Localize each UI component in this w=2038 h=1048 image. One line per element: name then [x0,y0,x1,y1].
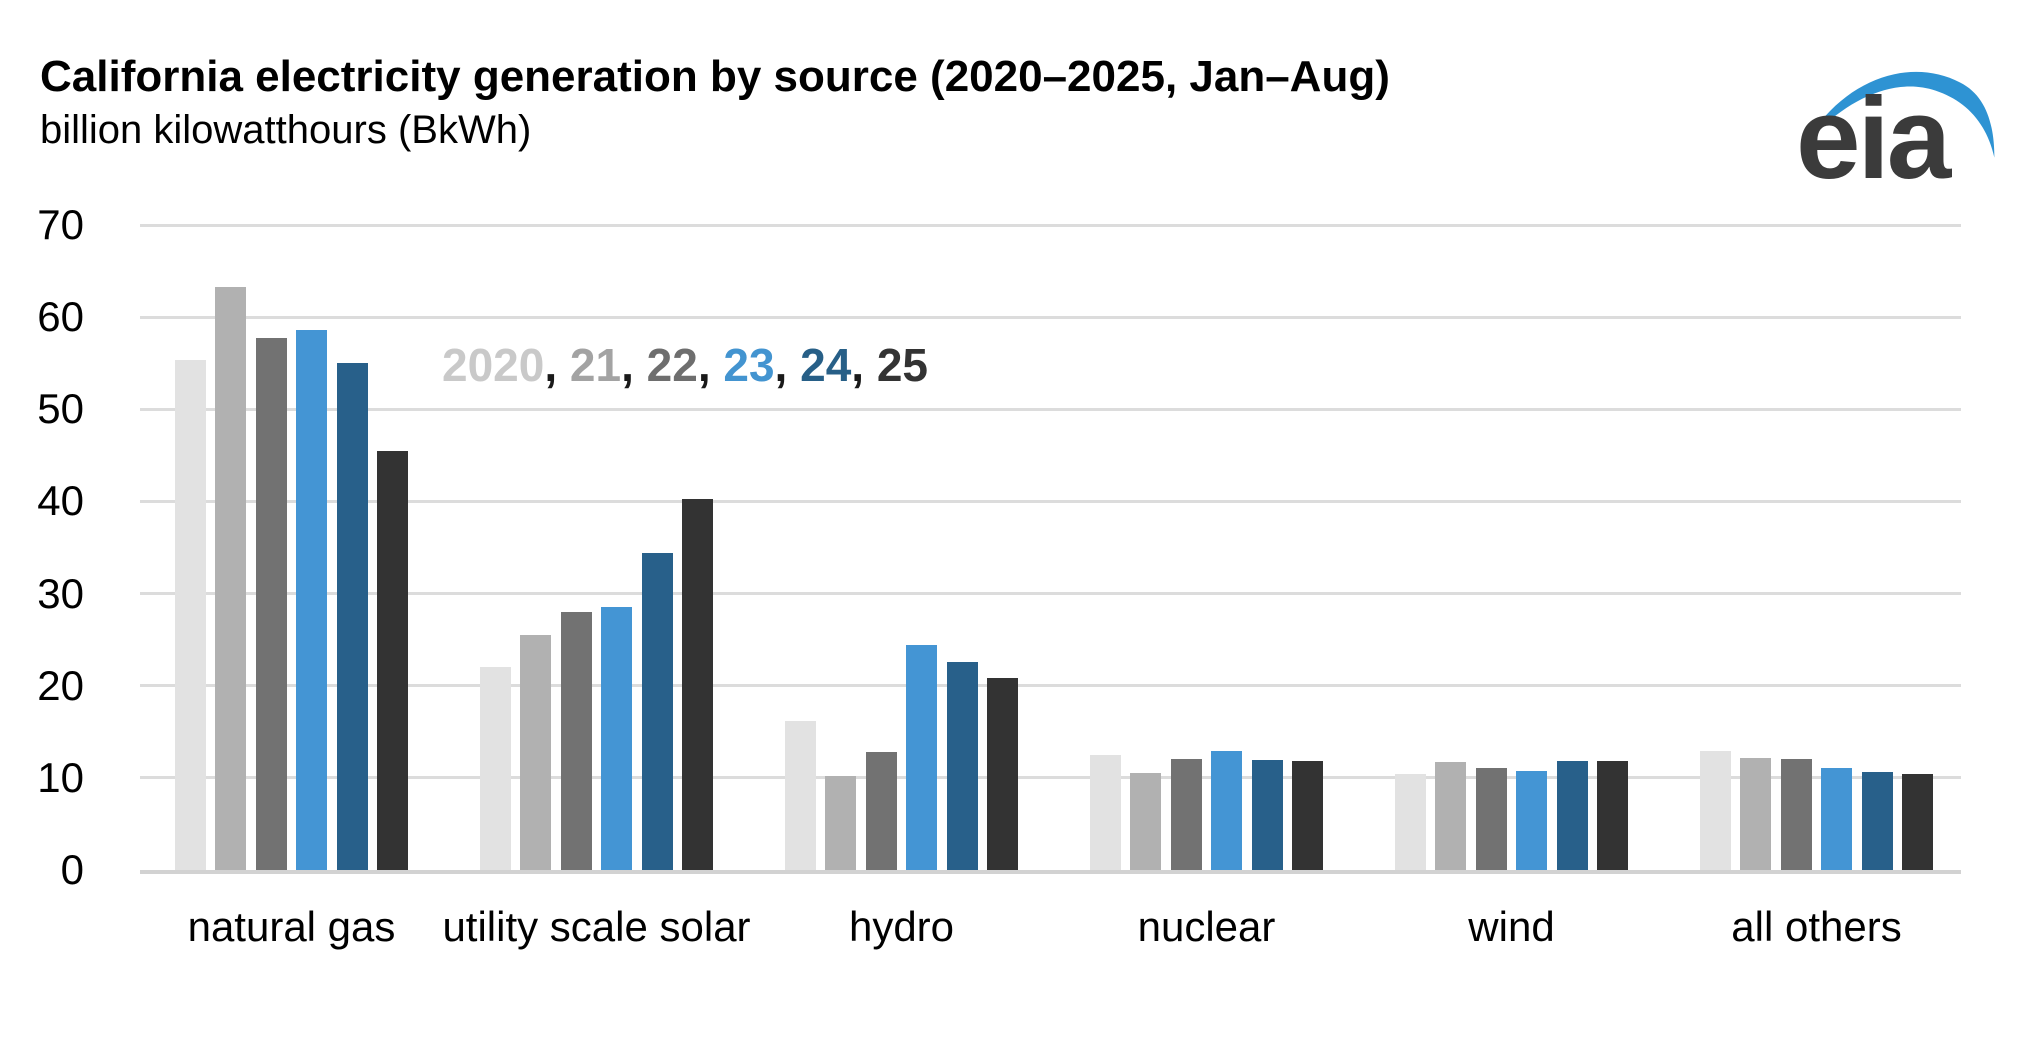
bar-nuclear-24 [1251,760,1283,870]
gridline-30 [140,592,1961,596]
bar-all-others-23 [1821,768,1853,870]
bar-wind-2020 [1395,774,1426,870]
bar-nuclear-25 [1291,761,1323,870]
bar-natural-gas-2020 [175,360,206,870]
eia-logo: eia [1792,28,2038,198]
gridline-50 [140,407,1961,411]
legend-separator: , [851,339,877,391]
bar-natural-gas-25 [376,451,408,870]
gridline-20 [140,684,1961,688]
y-tick-label-20: 20 [37,661,84,709]
bar-natural-gas-22 [255,338,287,870]
y-tick-label-50: 50 [37,385,84,433]
bar-wind-24 [1556,761,1588,870]
y-tick-label-30: 30 [37,569,84,617]
y-tick-label-0: 0 [60,846,84,893]
bar-wind-23 [1516,771,1548,870]
bar-hydro-25 [986,678,1018,870]
legend-item-22: 22 [646,339,698,391]
x-axis-label-natural-gas: natural gas [187,903,396,950]
chart-title: California electricity generation by sou… [40,52,1390,101]
bar-utility-scale-solar-22 [560,612,592,870]
bar-group-nuclear [1090,225,1323,870]
bar-nuclear-22 [1170,759,1202,870]
bar-hydro-23 [906,645,938,870]
gridline-70 [140,223,1961,227]
eia-logo-text: eia [1796,73,1951,203]
bar-group-natural-gas [175,225,408,870]
bar-hydro-21 [825,776,857,870]
x-axis-label-nuclear: nuclear [1137,903,1276,950]
bar-utility-scale-solar-23 [601,607,633,870]
bar-nuclear-2020 [1090,755,1121,870]
legend-separator: , [621,339,647,391]
bar-wind-22 [1475,768,1507,870]
y-tick-label-40: 40 [37,477,84,525]
x-axis-label-utility-scale-solar: utility scale solar [442,903,751,950]
x-axis-line [140,870,1961,874]
bar-group-all-others [1700,225,1933,870]
legend: 2020, 21, 22, 23, 24, 25 [442,338,928,392]
bar-group-hydro [785,225,1018,870]
y-tick-label-70: 70 [37,201,84,248]
bar-hydro-22 [865,752,897,870]
x-axis-label-wind: wind [1468,903,1555,950]
bar-all-others-22 [1780,759,1812,870]
bar-nuclear-23 [1211,751,1243,870]
bar-hydro-2020 [785,721,816,870]
y-tick-label-10: 10 [37,753,84,801]
bar-utility-scale-solar-21 [520,635,552,870]
bar-nuclear-21 [1130,773,1162,870]
bar-utility-scale-solar-24 [641,553,673,870]
x-axis-label-all-others: all others [1731,903,1902,950]
bar-hydro-24 [946,662,978,870]
legend-item-2020: 2020 [442,339,545,391]
bar-group-wind [1395,225,1628,870]
legend-item-25: 25 [876,339,929,391]
y-tick-label-60: 60 [37,293,84,341]
bar-utility-scale-solar-25 [681,499,713,870]
chart-subtitle: billion kilowatthours (BkWh) [40,108,532,152]
bar-all-others-25 [1901,774,1933,870]
legend-item-23: 23 [723,339,775,391]
bar-natural-gas-21 [215,287,247,870]
bar-all-others-21 [1740,758,1772,870]
eia-swoosh-icon [1804,71,1995,158]
bar-utility-scale-solar-2020 [480,667,511,870]
legend-item-24: 24 [800,339,852,391]
bar-wind-25 [1596,761,1628,870]
legend-separator: , [774,339,801,391]
gridline-60 [140,315,1961,319]
legend-separator: , [544,339,570,391]
legend-item-21: 21 [569,339,622,391]
gridline-10 [140,776,1961,780]
bar-wind-21 [1435,762,1467,870]
bar-natural-gas-23 [296,330,328,870]
bar-natural-gas-24 [336,363,368,870]
bar-all-others-2020 [1700,751,1731,870]
plot-area [140,223,1961,874]
bar-all-others-24 [1861,772,1893,870]
x-axis-label-hydro: hydro [848,903,955,950]
bar-group-utility-scale-solar [480,225,713,870]
legend-separator: , [697,339,724,391]
gridline-40 [140,499,1961,503]
